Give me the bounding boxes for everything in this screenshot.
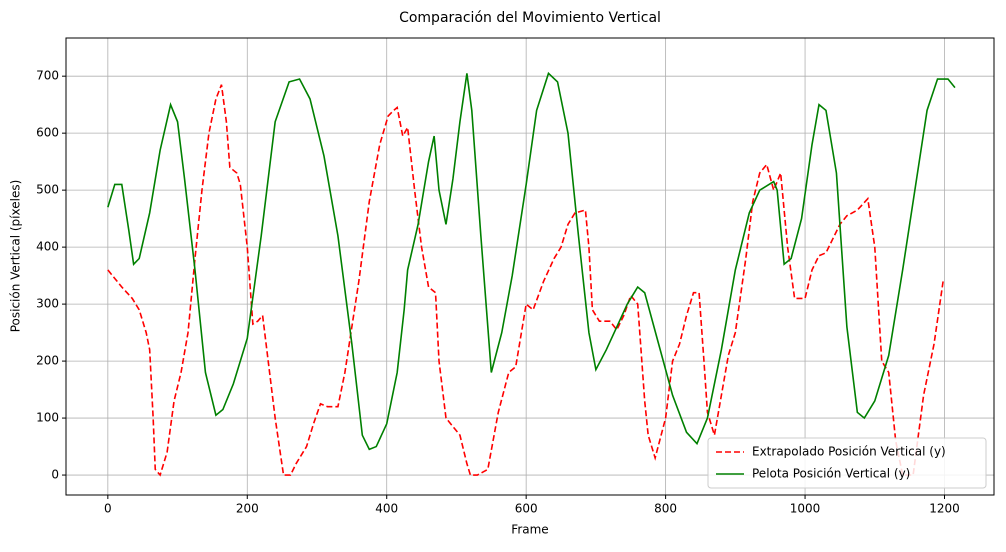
series-line xyxy=(107,84,944,477)
legend-label: Extrapolado Posición Vertical (y) xyxy=(752,445,946,459)
y-tick-label: 200 xyxy=(36,354,59,368)
y-tick-label: 700 xyxy=(36,69,59,83)
x-tick-label: 800 xyxy=(654,502,677,516)
y-tick-label: 400 xyxy=(36,240,59,254)
x-tick-label: 1000 xyxy=(790,502,821,516)
x-tick-label: 0 xyxy=(104,502,112,516)
x-tick-label: 600 xyxy=(515,502,538,516)
legend-label: Pelota Posición Vertical (y) xyxy=(752,467,910,481)
legend-box xyxy=(707,437,987,489)
chart-title: Comparación del Movimiento Vertical xyxy=(399,10,661,26)
x-tick-label: 1200 xyxy=(929,502,960,516)
y-axis-label: Posición Vertical (píxeles) xyxy=(9,180,23,333)
x-tick-label: 200 xyxy=(236,502,259,516)
y-tick-label: 600 xyxy=(36,126,59,140)
plot-frame xyxy=(65,37,995,496)
y-tick-label: 100 xyxy=(36,411,59,425)
y-tick-label: 300 xyxy=(36,297,59,311)
x-tick-label: 400 xyxy=(375,502,398,516)
y-tick-label: 500 xyxy=(36,183,59,197)
series-line xyxy=(107,71,956,451)
y-tick-label: 0 xyxy=(51,468,59,482)
x-axis-label: Frame xyxy=(511,523,548,537)
